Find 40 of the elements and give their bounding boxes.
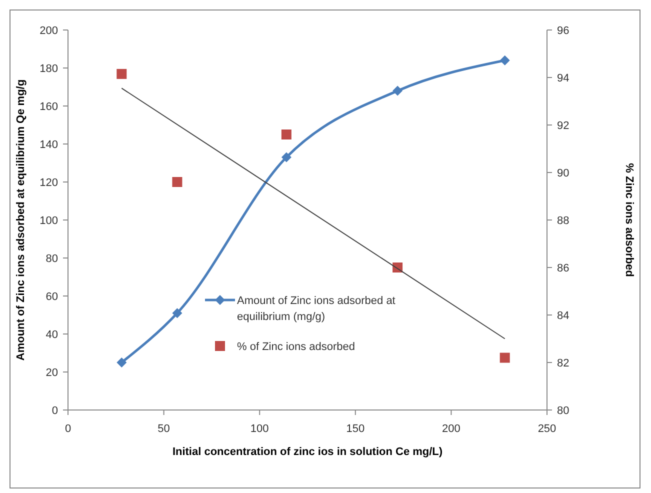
y-tick-label: 180 [40,63,58,75]
y2-tick-label: 90 [557,168,570,180]
y-tick-label: 200 [40,25,58,37]
point [281,152,292,162]
y-axis-title: Amount of Zinc ions adsorbed at equilibrium Qe mg/g [15,79,27,361]
point [500,352,510,363]
x-tick-label: 250 [538,423,556,435]
y-tick-label: 60 [46,291,58,303]
point [116,68,127,79]
x-tick-label: 50 [158,423,170,435]
legend-label: Amount of Zinc ions adsorbed at equilibrium (mg/g) [237,295,396,323]
y2-axis-title: % Zinc ions adsorbed [623,163,635,277]
y2-tick-label: 84 [557,310,570,322]
y2-tick-label: 96 [557,25,570,37]
y-tick-label: 40 [46,329,58,341]
y2-tick-label: 86 [557,262,570,274]
y-tick-label: 140 [40,139,58,151]
x-axis-title: Initial concentration of zinc ios in solution Ce mg/L) [172,446,443,458]
point [172,308,182,318]
y2-tick-label: 92 [557,120,570,132]
y2-tick-label: 94 [557,72,570,84]
y-tick-label: 20 [46,367,58,379]
y-tick-label: 100 [40,215,58,227]
point [116,358,127,368]
point [392,86,403,96]
legend-label: % of Zinc ions adsorbed [237,341,356,353]
x-tick-label: 200 [442,423,460,435]
y2-tick-label: 82 [557,358,570,370]
x-tick-label: 0 [64,423,72,435]
y-tick-label: 160 [40,101,58,113]
y2-tick-label: 88 [557,215,570,227]
y-tick-label: 120 [40,177,58,189]
point [500,55,510,66]
point [172,177,182,187]
x-tick-label: 150 [346,423,365,435]
x-tick-label: 100 [250,423,269,435]
point [281,130,292,140]
y-tick-label: 80 [46,253,58,265]
y-tick-label: 0 [52,405,58,417]
y2-tick-label: 80 [557,405,570,417]
